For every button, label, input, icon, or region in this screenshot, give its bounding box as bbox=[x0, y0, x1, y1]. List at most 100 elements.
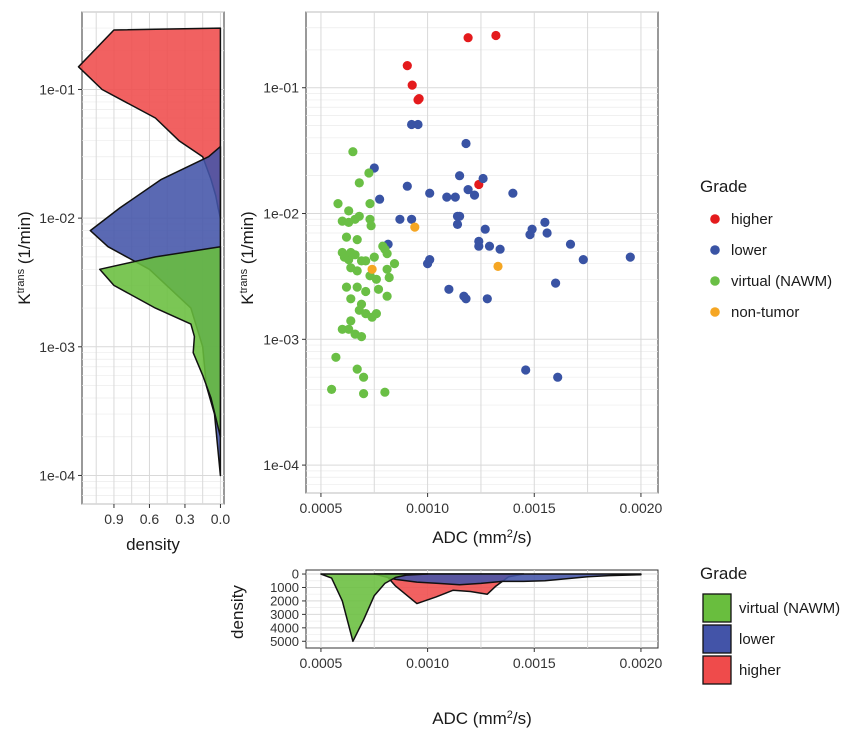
point-virtual bbox=[359, 372, 369, 382]
legend-key-nontumor bbox=[710, 307, 720, 317]
point-virtual bbox=[371, 274, 381, 284]
point-higher bbox=[491, 30, 501, 41]
point-virtual bbox=[344, 255, 354, 265]
point-lower bbox=[495, 244, 505, 254]
point-virtual bbox=[365, 199, 375, 209]
legend-key-lower bbox=[710, 245, 720, 255]
point-lower bbox=[521, 365, 531, 375]
point-lower bbox=[551, 278, 561, 288]
point-virtual bbox=[354, 178, 364, 188]
bottom-y-axis-title: density bbox=[228, 585, 247, 639]
point-virtual bbox=[356, 332, 367, 342]
point-lower bbox=[455, 211, 465, 221]
point-virtual bbox=[352, 282, 362, 292]
point-virtual bbox=[382, 264, 392, 274]
point-lower bbox=[450, 192, 460, 202]
density-area-virtual_fill bbox=[320, 573, 429, 643]
scatter-legend: Grade higher lower virtual (NAWM) non-tumor bbox=[700, 177, 832, 321]
x-tick-label: 0.0010 bbox=[406, 655, 449, 671]
x-tick-label: 0.0010 bbox=[406, 500, 449, 516]
scatter-panel-frame bbox=[305, 11, 659, 494]
bottom-density-areas bbox=[320, 573, 642, 643]
left-density-panel: 1e-04 1e-03 1e-02 1e-01 0.9 0.6 0.3 0.0 densit… bbox=[15, 11, 230, 554]
legend-key-higher bbox=[710, 214, 720, 224]
point-lower bbox=[565, 239, 576, 249]
scatter-legend-title: Grade bbox=[700, 177, 747, 196]
left-x-axis-title: density bbox=[126, 535, 180, 554]
point-lower bbox=[482, 294, 492, 304]
legend-swatch-higher_fill bbox=[702, 655, 732, 685]
point-lower bbox=[484, 241, 495, 251]
point-lower bbox=[540, 217, 550, 227]
point-virtual bbox=[384, 272, 394, 283]
point-virtual bbox=[350, 250, 360, 260]
point-lower bbox=[444, 284, 454, 294]
legend-key-virtual bbox=[710, 276, 720, 286]
point-lower bbox=[542, 228, 552, 238]
point-virtual bbox=[352, 364, 362, 374]
point-lower bbox=[375, 194, 385, 204]
legend-label-virtual: virtual (NAWM) bbox=[731, 273, 832, 290]
y-tick-label: 1000 bbox=[270, 580, 299, 595]
point-virtual bbox=[359, 389, 369, 399]
y-tick-label: 1e-03 bbox=[263, 331, 299, 347]
point-higher bbox=[407, 80, 417, 90]
density-area-lower_fill bbox=[373, 573, 642, 586]
y-tick-label: 5000 bbox=[270, 634, 299, 649]
point-virtual bbox=[389, 259, 400, 269]
scatter-y-axis-title: Ktrans (1/min) bbox=[238, 211, 257, 304]
point-virtual bbox=[369, 252, 379, 262]
point-virtual bbox=[352, 266, 362, 276]
y-tick-label: 1e-01 bbox=[39, 81, 75, 97]
x-tick-label: 0.0020 bbox=[620, 500, 663, 516]
point-lower bbox=[407, 214, 417, 224]
scatter-y-ticks: 1e-04 1e-03 1e-02 1e-01 bbox=[263, 80, 306, 473]
point-virtual bbox=[331, 352, 341, 362]
point-virtual bbox=[341, 232, 352, 242]
y-tick-label: 4000 bbox=[270, 620, 299, 635]
legend-label-nontumor: non-tumor bbox=[731, 304, 799, 321]
point-lower bbox=[463, 185, 473, 195]
point-virtual bbox=[364, 168, 374, 178]
point-lower bbox=[423, 259, 433, 269]
point-virtual bbox=[327, 384, 337, 394]
legend-label-higher: higher bbox=[731, 211, 773, 228]
y-tick-label: 1e-01 bbox=[263, 80, 299, 96]
point-lower bbox=[425, 188, 435, 198]
legend-label-lower_fill: lower bbox=[739, 631, 775, 648]
x-tick-label: 0.0 bbox=[211, 511, 231, 527]
scatter-points bbox=[327, 30, 635, 399]
left-y-axis-title: Ktrans (1/min) bbox=[15, 211, 34, 304]
point-virtual bbox=[344, 217, 354, 227]
point-virtual bbox=[366, 221, 376, 231]
scatter-x-axis-title: ADC (mm2/s) bbox=[432, 528, 532, 547]
point-lower bbox=[452, 219, 463, 229]
point-nontumor bbox=[367, 264, 377, 274]
point-lower bbox=[469, 190, 480, 200]
point-virtual bbox=[352, 235, 362, 245]
point-lower bbox=[442, 192, 452, 202]
point-nontumor bbox=[410, 222, 420, 232]
y-tick-label: 1e-04 bbox=[39, 467, 75, 483]
y-tick-label: 0 bbox=[292, 567, 299, 582]
x-tick-label: 0.6 bbox=[140, 511, 160, 527]
point-higher bbox=[414, 94, 424, 104]
point-higher bbox=[402, 61, 412, 71]
point-lower bbox=[407, 119, 417, 130]
y-tick-label: 1e-02 bbox=[263, 206, 299, 222]
point-lower bbox=[413, 119, 423, 130]
left-x-ticks: 0.9 0.6 0.3 0.0 bbox=[104, 504, 230, 527]
legend-swatch-lower_fill bbox=[702, 624, 732, 654]
point-lower bbox=[525, 230, 535, 240]
density-area-virtual_fill bbox=[98, 245, 222, 438]
point-virtual bbox=[341, 282, 352, 292]
point-lower bbox=[553, 372, 563, 382]
point-lower bbox=[625, 252, 635, 262]
point-lower bbox=[508, 188, 518, 198]
point-virtual bbox=[371, 309, 381, 319]
point-nontumor bbox=[493, 261, 503, 271]
y-tick-label: 1e-03 bbox=[39, 339, 75, 355]
left-density-areas bbox=[77, 27, 222, 477]
